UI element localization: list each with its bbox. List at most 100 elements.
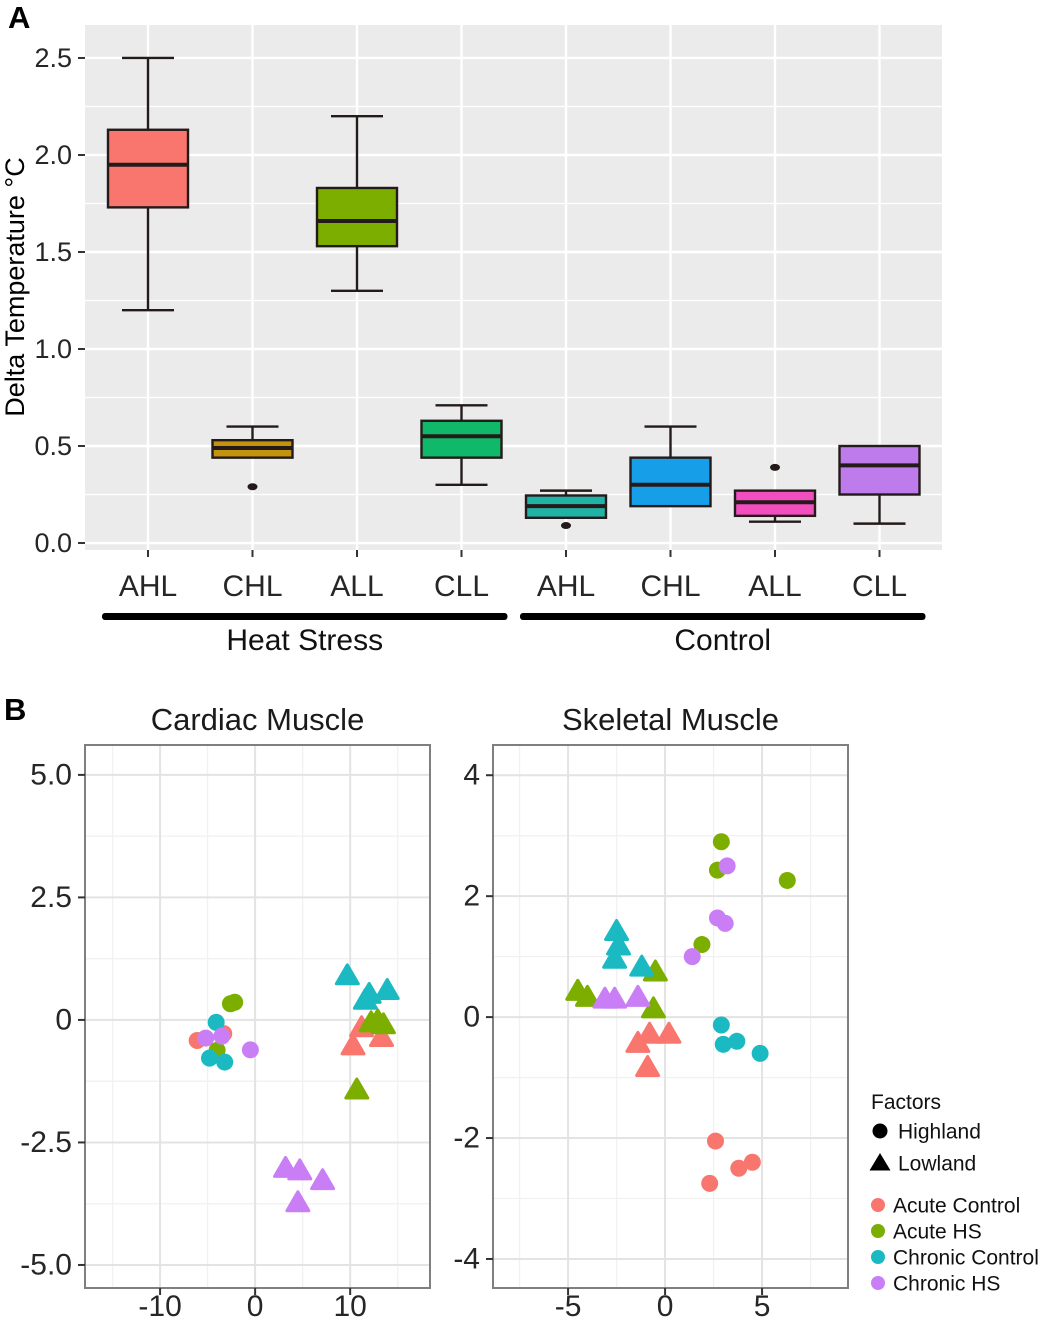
- data-point: [340, 1033, 366, 1056]
- data-point: [693, 936, 711, 954]
- data-point: [370, 1012, 396, 1035]
- series-chronic-hs-highland: [197, 1027, 259, 1059]
- boxplot-panel: 0.0 0.5 1.0 1.5 2.0 2.5 Delta Temperature °C AH…: [0, 25, 942, 657]
- plot-title: Cardiac Muscle: [151, 702, 365, 737]
- data-point: [287, 1158, 313, 1181]
- y-tick-label: -2.5: [20, 1126, 72, 1159]
- box-ahl-control: [524, 489, 608, 530]
- data-point: [716, 914, 734, 932]
- series-chronic-control-highland: [712, 1016, 769, 1062]
- category-label: CLL: [852, 570, 907, 603]
- y-tick-label: 2: [463, 880, 480, 913]
- data-point: [683, 948, 701, 966]
- legend-item-label: Chronic Control: [893, 1247, 1039, 1270]
- legend: Factors Highland Lowland Acute Control Acute…: [869, 1091, 1039, 1296]
- data-point: [625, 984, 651, 1007]
- group-label: Control: [674, 624, 771, 657]
- data-point: [334, 963, 360, 986]
- boxplot-plot-area: [85, 25, 942, 550]
- data-point: [216, 1053, 234, 1071]
- chronic-hs-swatch-icon: [871, 1276, 885, 1290]
- chronic-control-swatch-icon: [871, 1250, 885, 1264]
- panel-border: [84, 744, 431, 1289]
- lowland-marker-icon: [869, 1153, 891, 1171]
- legend-title: Factors: [871, 1091, 941, 1114]
- data-point: [285, 1190, 311, 1213]
- y-tick-label: 2.0: [34, 140, 72, 170]
- data-point: [201, 1049, 219, 1067]
- series-acute-hs-lowland: [344, 1008, 396, 1100]
- category-label: CLL: [434, 570, 489, 603]
- series-chronic-hs-lowland: [273, 1155, 336, 1213]
- data-point: [602, 986, 628, 1009]
- category-label: CHL: [640, 570, 700, 603]
- series-chronic-hs-highland: [683, 857, 736, 966]
- box-body: [315, 186, 399, 248]
- data-point: [574, 984, 600, 1007]
- y-axis-title: Delta Temperature °C: [0, 157, 30, 416]
- data-point: [712, 833, 730, 851]
- series-chronic-control-highland: [201, 1013, 234, 1071]
- data-point: [344, 1077, 370, 1100]
- x-tick-label: -5: [555, 1290, 582, 1319]
- x-tick-label: 10: [333, 1290, 366, 1319]
- data-point: [637, 1021, 663, 1044]
- plot-title: Skeletal Muscle: [562, 702, 779, 737]
- data-point: [640, 996, 666, 1019]
- scatter-panels: 5.0 2.5 0 -2.5 -5.0 -10 0 10 Cardiac Muscle 4 2 0 -2…: [20, 702, 1039, 1319]
- outlier-point: [561, 522, 571, 530]
- box-ahl-heat-stress: [106, 56, 190, 312]
- data-point: [374, 978, 400, 1001]
- acute-control-swatch-icon: [871, 1198, 885, 1212]
- y-tick-label: 4: [463, 759, 480, 792]
- data-point: [712, 1016, 730, 1034]
- data-point: [701, 1174, 719, 1192]
- series-acute-control-highland: [701, 1132, 761, 1192]
- panel-a-label: A: [8, 0, 31, 35]
- legend-item-label: Acute HS: [893, 1221, 982, 1244]
- data-point: [714, 1035, 732, 1053]
- data-point: [718, 857, 736, 875]
- data-point: [369, 1025, 395, 1048]
- group-underline: [520, 613, 926, 620]
- skeletal-muscle-scatter: 4 2 0 -2 -4 -5 0 5 Skeletal Muscle: [453, 702, 849, 1319]
- series-chronic-hs-lowland: [592, 984, 651, 1009]
- data-point: [207, 1013, 225, 1031]
- data-point: [629, 954, 655, 977]
- y-tick-label: 0.5: [34, 431, 72, 461]
- data-point: [273, 1155, 299, 1178]
- y-tick-label: 0: [55, 1003, 72, 1036]
- series-chronic-control-lowland: [334, 963, 400, 1010]
- y-tick-label: 5.0: [30, 758, 72, 791]
- series-chronic-control-lowland: [602, 918, 655, 977]
- series-acute-control-lowland: [625, 1021, 682, 1078]
- x-tick-label: -10: [138, 1290, 181, 1319]
- box-chl-heat-stress: [211, 425, 294, 491]
- data-point: [778, 871, 796, 889]
- data-point: [728, 1032, 746, 1050]
- box-all-heat-stress: [315, 114, 399, 292]
- legend-item-label: Chronic HS: [893, 1273, 1000, 1296]
- data-point: [241, 1041, 259, 1059]
- x-tick-label: 5: [754, 1290, 771, 1319]
- data-point: [743, 1153, 761, 1171]
- legend-item-label: Highland: [898, 1121, 981, 1144]
- box-body: [838, 444, 921, 496]
- data-point: [602, 946, 628, 969]
- legend-item-label: Lowland: [898, 1153, 976, 1176]
- highland-marker-icon: [872, 1123, 888, 1139]
- y-tick-label: 2.5: [30, 881, 72, 914]
- data-point: [356, 981, 382, 1004]
- category-label: ALL: [330, 570, 383, 603]
- y-tick-label: 0.0: [34, 528, 72, 558]
- data-point: [310, 1168, 336, 1191]
- box-body: [106, 128, 190, 209]
- category-label: AHL: [119, 570, 177, 603]
- data-point: [751, 1044, 769, 1062]
- box-cll-heat-stress: [420, 404, 503, 487]
- y-tick-label: 2.5: [34, 43, 72, 73]
- data-point: [226, 993, 244, 1011]
- data-point: [635, 1055, 661, 1078]
- acute-hs-swatch-icon: [871, 1224, 885, 1238]
